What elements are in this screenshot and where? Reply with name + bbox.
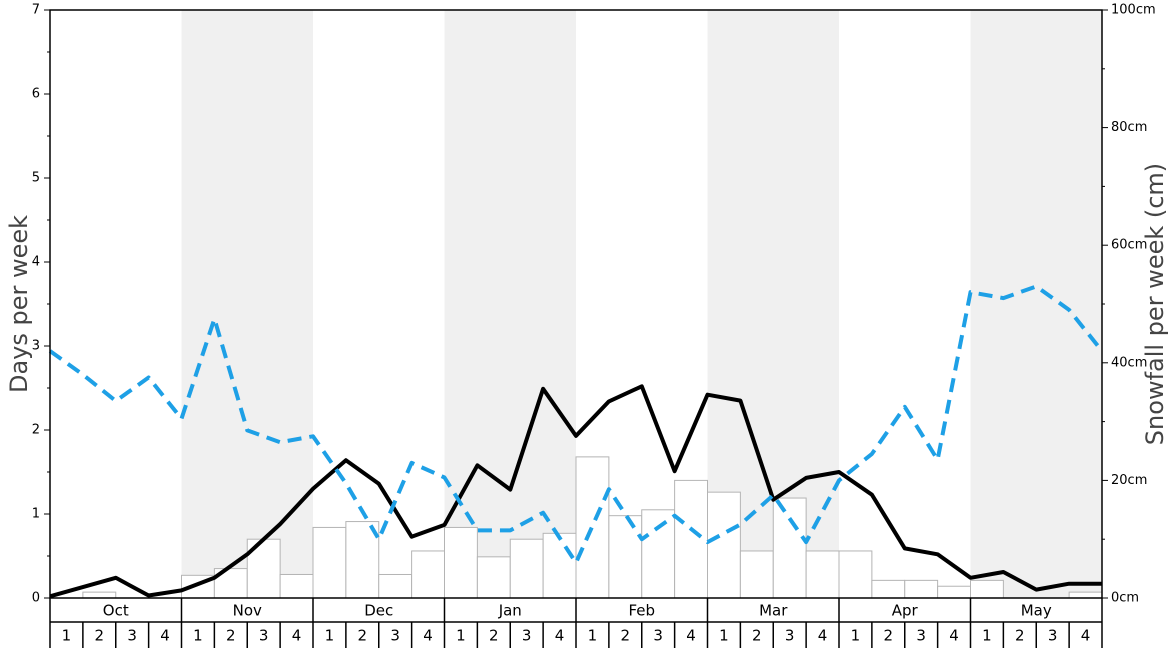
bar [444, 526, 478, 599]
week-label: 3 [916, 627, 926, 645]
right-tick-label: 60cm [1111, 238, 1147, 253]
snow-days-line [49, 384, 1102, 599]
week-label: 3 [127, 627, 137, 645]
month-axis: Oct Nov Dec Jan Feb Mar Apr May [49, 598, 1103, 623]
bar [509, 538, 544, 599]
month-label: Feb [628, 602, 655, 620]
month-label: Nov [233, 602, 262, 620]
bar [674, 479, 708, 599]
left-tick-label: 3 [32, 339, 40, 354]
week-label: 1 [325, 627, 335, 645]
bar [1068, 591, 1103, 599]
week-label: 2 [226, 627, 236, 645]
week-label: 1 [456, 627, 466, 645]
week-axis: 1 2 3 4 1 2 3 4 1 2 3 4 1 2 3 4 1 2 3 4 1 2 3 4 1 2 3 4 1 2 3 4 [49, 622, 1103, 648]
left-tick-label: 4 [32, 255, 40, 270]
week-label: 2 [621, 627, 631, 645]
bar [312, 526, 347, 599]
week-label: 3 [259, 627, 269, 645]
snowfall-bars [82, 456, 1103, 599]
left-axis: 0 1 2 3 4 5 6 7 [32, 3, 50, 606]
left-tick-label: 1 [32, 507, 40, 522]
right-axis: 0cm 20cm 40cm 60cm 80cm 100cm [1102, 3, 1156, 606]
snow-days-path [49, 384, 1102, 599]
week-label: 1 [982, 627, 992, 645]
left-tick-label: 2 [32, 423, 40, 438]
week-label: 1 [62, 627, 72, 645]
week-label: 4 [1081, 627, 1091, 645]
bar [707, 491, 741, 599]
month-label: May [1021, 602, 1052, 620]
bar [871, 579, 906, 599]
week-label: 1 [851, 627, 861, 645]
left-axis-title: Days per week [5, 215, 33, 393]
week-label: 1 [588, 627, 598, 645]
bar [739, 550, 774, 599]
week-label: 4 [949, 627, 959, 645]
week-label: 3 [390, 627, 400, 645]
snowfall-path [48, 284, 1104, 565]
bar [772, 497, 807, 599]
week-label: 3 [785, 627, 795, 645]
week-label: 2 [884, 627, 894, 645]
week-label: 2 [1015, 627, 1025, 645]
bar [575, 456, 610, 599]
month-label: Oct [103, 602, 129, 620]
bar [608, 515, 643, 599]
right-tick-label: 100cm [1111, 3, 1156, 18]
bar [970, 579, 1004, 599]
bar [378, 573, 413, 599]
bar [838, 550, 873, 599]
week-label: 3 [1048, 627, 1058, 645]
left-tick-label: 0 [32, 591, 40, 606]
week-label: 1 [719, 627, 729, 645]
bar [937, 585, 971, 599]
month-label: Apr [892, 602, 919, 620]
bar [904, 579, 939, 599]
week-label: 4 [292, 627, 302, 645]
week-label: 2 [358, 627, 368, 645]
bar [805, 550, 840, 599]
bar [82, 591, 117, 599]
month-band [181, 10, 313, 598]
bar [476, 556, 511, 599]
month-bands [181, 10, 1102, 598]
week-label: 3 [522, 627, 532, 645]
bar [279, 573, 314, 599]
week-label: 2 [95, 627, 105, 645]
right-tick-label: 20cm [1111, 473, 1147, 488]
bar [345, 521, 380, 599]
week-label: 3 [653, 627, 663, 645]
week-label: 4 [160, 627, 170, 645]
right-axis-title: Snowfall per week (cm) [1141, 163, 1168, 445]
month-label: Jan [498, 602, 522, 620]
left-tick-label: 5 [32, 171, 40, 186]
right-tick-label: 80cm [1111, 120, 1147, 135]
week-label: 4 [818, 627, 828, 645]
week-label: 2 [752, 627, 762, 645]
month-label: Dec [364, 602, 393, 620]
left-tick-label: 7 [32, 3, 40, 18]
week-label: 1 [193, 627, 203, 645]
bar [411, 550, 445, 599]
bar [542, 532, 577, 599]
right-tick-label: 0cm [1111, 591, 1139, 606]
month-band [970, 10, 1102, 598]
week-label: 4 [423, 627, 433, 645]
month-label: Mar [759, 602, 788, 620]
bar [641, 509, 676, 599]
week-label: 4 [686, 627, 696, 645]
month-band [444, 10, 576, 598]
left-tick-label: 6 [32, 87, 40, 102]
week-label: 4 [555, 627, 565, 645]
snowfall-line [48, 284, 1104, 565]
week-label: 2 [489, 627, 499, 645]
right-tick-label: 40cm [1111, 355, 1147, 370]
